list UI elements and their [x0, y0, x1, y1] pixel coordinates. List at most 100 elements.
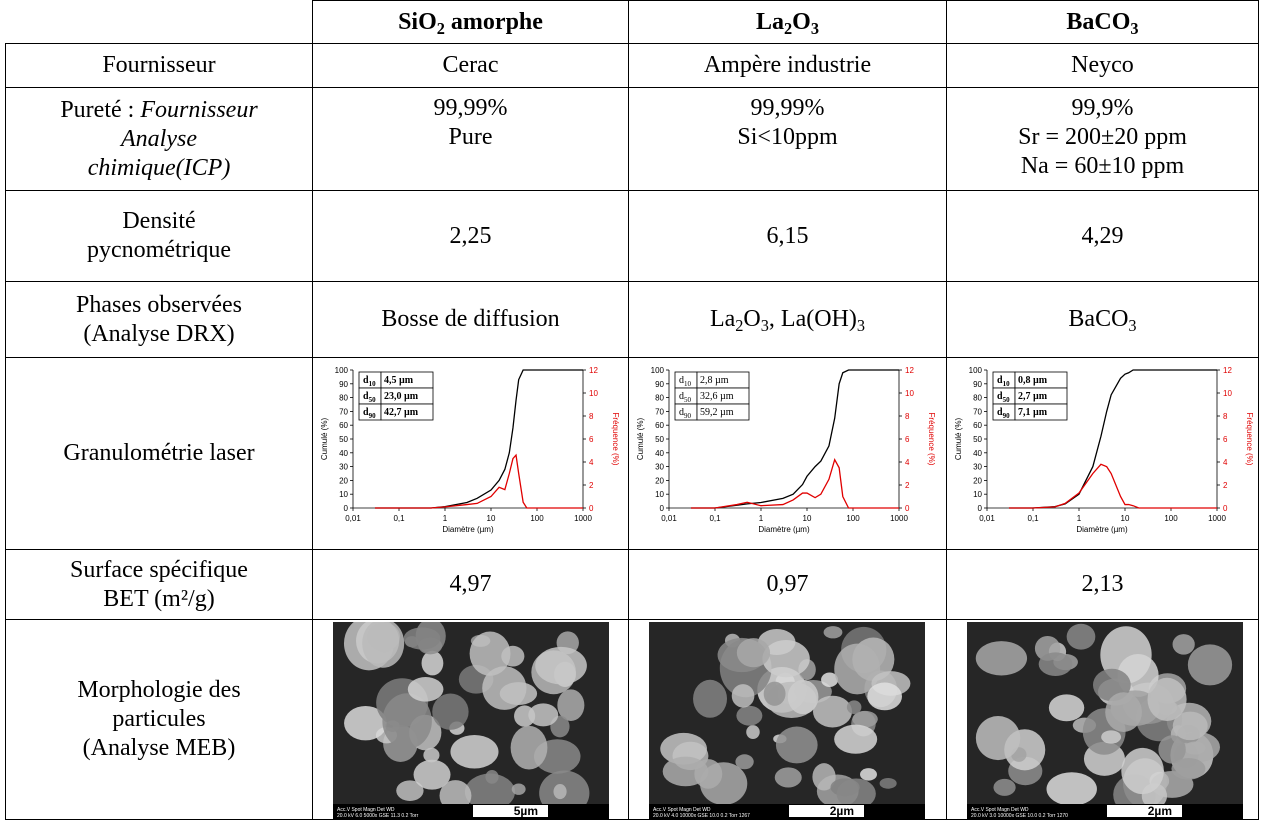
x-tick-label: 0,1 — [709, 514, 721, 523]
scale-label: 2µm — [830, 804, 854, 818]
text-line: La2O3, La(OH)3 — [710, 305, 865, 334]
table-cell: 01020304050607080901000246810120,010,111… — [946, 357, 1259, 550]
text-part: chimique(ICP) — [88, 155, 231, 181]
text-line: chimique(ICP) — [88, 154, 231, 183]
y2-tick-label: 12 — [905, 366, 914, 375]
x-tick-label: 1000 — [890, 514, 908, 523]
y-tick-label: 0 — [660, 504, 665, 513]
x-tick-label: 1 — [759, 514, 764, 523]
particle — [382, 693, 431, 749]
particle — [867, 683, 902, 711]
particle — [1188, 644, 1232, 685]
particle — [776, 727, 818, 764]
y2-tick-label: 2 — [589, 481, 594, 490]
x-tick-label: 10 — [1121, 514, 1130, 523]
y2-tick-label: 2 — [1223, 481, 1228, 490]
image-caption: 20.0 kV 6.0 5000x GSE 11.3 0.2 Torr — [337, 813, 419, 819]
scale-label: 5µm — [514, 804, 538, 818]
text-line: BaCO3 — [1066, 8, 1138, 37]
table-cell: 4,97 — [312, 549, 629, 620]
text-line: (Analyse DRX) — [83, 320, 234, 349]
table-cell: La2O3, La(OH)3 — [628, 281, 947, 358]
y-tick-label: 20 — [339, 476, 348, 485]
inset-value: 32,6 µm — [700, 391, 734, 402]
granulometry-chart: 01020304050607080901000246810120,010,111… — [313, 358, 629, 550]
text-line: 2,25 — [450, 222, 492, 251]
y-tick-label: 80 — [339, 394, 348, 403]
y-tick-label: 10 — [973, 490, 982, 499]
table-cell: 0,97 — [628, 549, 947, 620]
inset-value: 0,8 µm — [1018, 375, 1048, 386]
x-tick-label: 0,1 — [1027, 514, 1039, 523]
text-line: Surface spécifique — [70, 556, 248, 585]
x-axis-title: Diamètre (µm) — [758, 525, 810, 534]
particle — [737, 638, 770, 667]
table-cell: 99,99%Si<10ppm — [628, 87, 947, 191]
particle — [1047, 772, 1097, 805]
text-line: 99,99% — [434, 94, 508, 123]
table-cell: 6,15 — [628, 190, 947, 282]
y-tick-label: 60 — [973, 421, 982, 430]
particle — [860, 768, 877, 780]
table-cell: Bosse de diffusion — [312, 281, 629, 358]
x-tick-label: 100 — [1164, 514, 1178, 523]
text-part: Pureté : — [60, 97, 140, 123]
particle — [1121, 748, 1164, 794]
text-line: Cerac — [443, 51, 499, 80]
sem-image: Acc.V Spot Magn Det WD20.0 kV 6.0 5000x … — [333, 622, 609, 820]
particle — [1101, 730, 1121, 743]
y-tick-label: 20 — [655, 476, 664, 485]
particle — [450, 735, 498, 769]
table-cell: Acc.V Spot Magn Det WD20.0 kV 3.0 10000x… — [946, 619, 1259, 820]
y2-tick-label: 12 — [1223, 366, 1232, 375]
y2-axis-title: Fréquence (%) — [927, 413, 936, 466]
particle — [824, 626, 843, 638]
text-part: Fournisseur — [140, 97, 257, 123]
particle — [1185, 742, 1206, 755]
particle — [746, 725, 760, 739]
y-tick-label: 90 — [339, 380, 348, 389]
text-line: Ampère industrie — [704, 51, 871, 80]
y-tick-label: 10 — [339, 490, 348, 499]
text-part: BaCO — [1068, 306, 1128, 332]
text-line: Analyse — [121, 125, 197, 154]
x-tick-label: 10 — [803, 514, 812, 523]
y-tick-label: 70 — [339, 407, 348, 416]
particle — [1039, 652, 1073, 676]
subscript: 3 — [1128, 316, 1136, 335]
inset-value: 4,5 µm — [384, 375, 414, 386]
text-line: Pure — [449, 123, 493, 152]
table-cell: 99,9%Sr = 200±20 ppmNa = 60±10 ppm — [946, 87, 1259, 191]
text-part: La — [710, 306, 735, 332]
x-tick-label: 100 — [846, 514, 860, 523]
subscript: 3 — [857, 316, 865, 335]
text-line: 4,97 — [450, 570, 492, 599]
particle — [511, 726, 548, 770]
subscript: 2 — [437, 18, 445, 37]
particle — [1049, 694, 1084, 721]
text-line: Bosse de diffusion — [381, 305, 559, 334]
scale-label: 2µm — [1148, 804, 1172, 818]
inset-sub: 90 — [1003, 412, 1011, 420]
subscript: 2 — [784, 18, 792, 37]
y-axis-title: Cumulé (%) — [320, 418, 329, 461]
table-cell: 2,25 — [312, 190, 629, 282]
particle — [813, 696, 852, 728]
x-axis-title: Diamètre (µm) — [442, 525, 494, 534]
particle — [528, 703, 558, 726]
y-tick-label: 10 — [655, 490, 664, 499]
table-cell: Neyco — [946, 43, 1259, 88]
y-tick-label: 40 — [339, 449, 348, 458]
inset-sub: 10 — [369, 380, 377, 388]
x-tick-label: 0,01 — [979, 514, 995, 523]
y-tick-label: 70 — [655, 407, 664, 416]
text-line: Densité — [122, 207, 195, 236]
particle — [880, 778, 897, 789]
table-cell: 99,99%Pure — [312, 87, 629, 191]
y2-tick-label: 10 — [905, 389, 914, 398]
y2-tick-label: 6 — [905, 435, 910, 444]
